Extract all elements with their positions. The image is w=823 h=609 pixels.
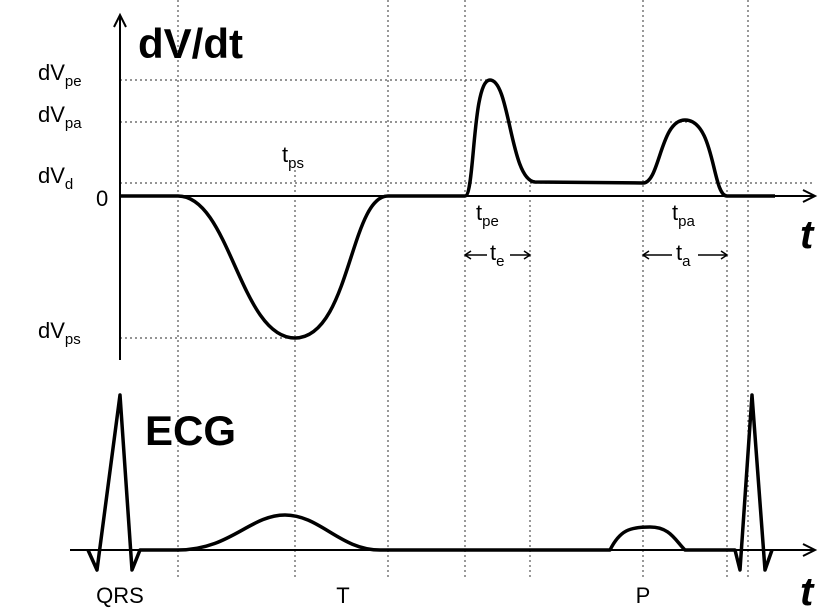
dvdt-curve (120, 78, 775, 340)
ta-arrow (641, 250, 729, 260)
wave-label: P (636, 583, 651, 608)
y-label: dVpa (38, 102, 82, 132)
annotation: te (490, 240, 504, 270)
ecg-curve (86, 393, 774, 572)
y-label: dVpe (38, 60, 82, 90)
wave-label: T (336, 583, 349, 608)
x-axis-label: t (800, 213, 815, 257)
annotation: tpa (672, 200, 695, 230)
annotation: ta (676, 240, 691, 270)
ecg-title: ECG (145, 407, 236, 454)
y-label: dVps (38, 318, 81, 348)
annotation: tps (282, 142, 304, 172)
y-label: 0 (96, 186, 108, 211)
annotation: tpe (476, 200, 499, 230)
wave-label: QRS (96, 583, 144, 608)
x-axis-label: t (800, 570, 815, 609)
y-label: dVd (38, 163, 73, 193)
guide-lines (120, 0, 815, 580)
te-arrow (463, 250, 532, 260)
axes (70, 12, 818, 557)
dvdt-title: dV/dt (138, 20, 243, 67)
